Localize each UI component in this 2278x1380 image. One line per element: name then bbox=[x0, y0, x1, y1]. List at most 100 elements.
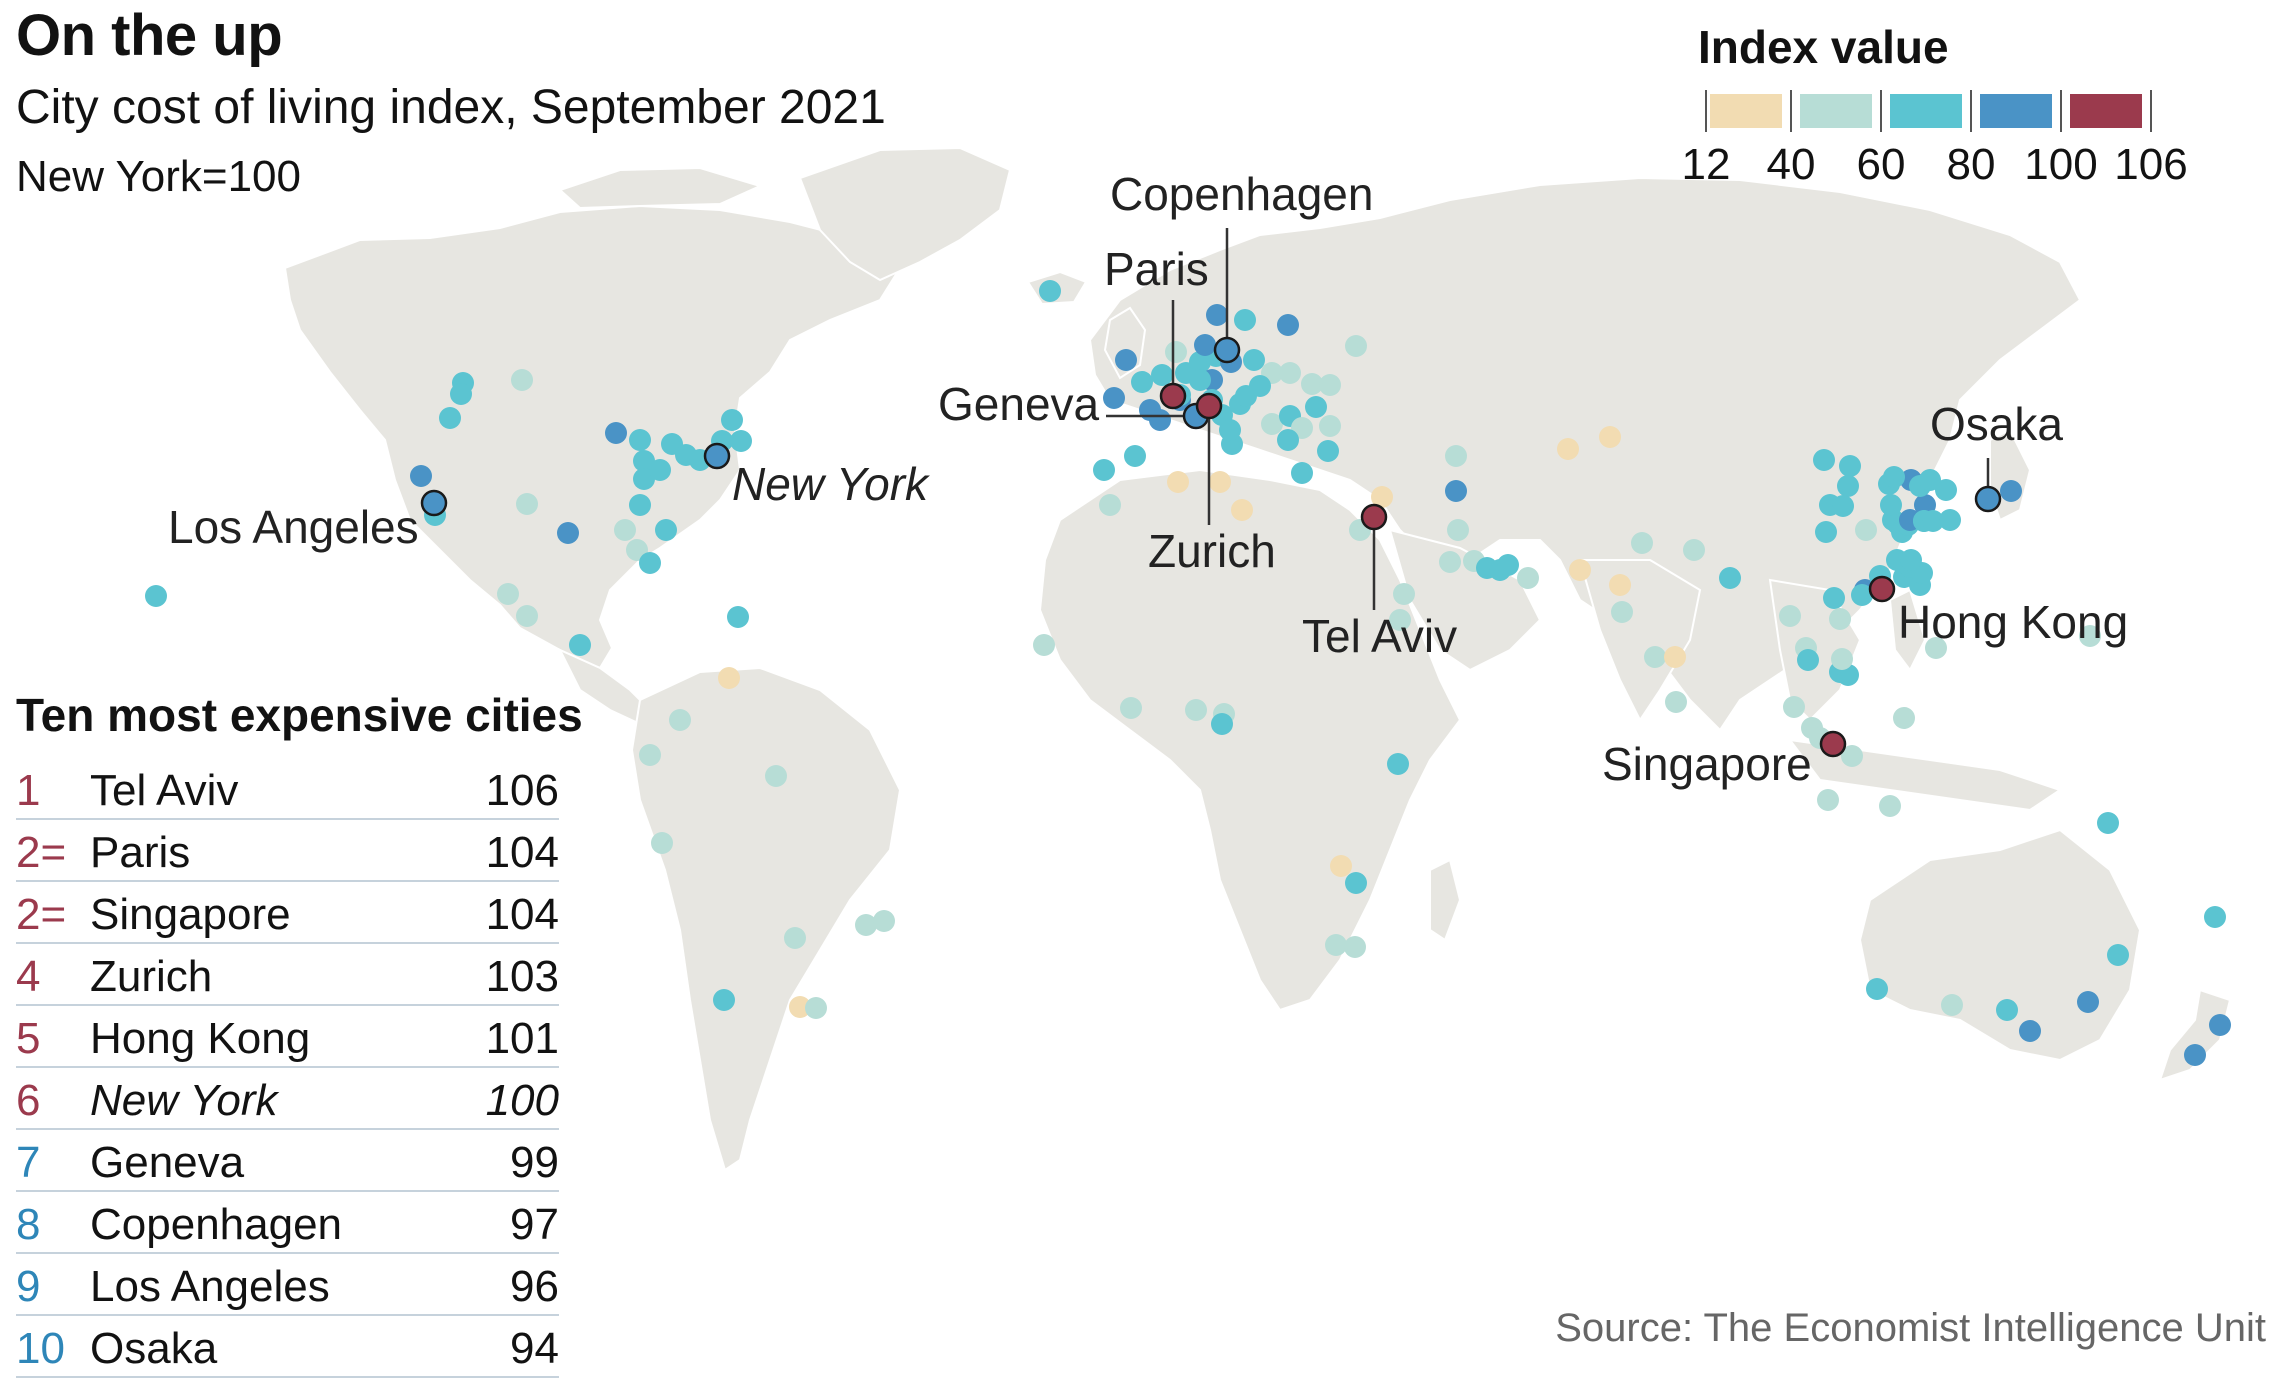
city-dot bbox=[1231, 499, 1253, 521]
label-geneva: Geneva bbox=[938, 378, 1100, 430]
row-city: Osaka bbox=[90, 1324, 218, 1373]
city-dot bbox=[2000, 480, 2022, 502]
city-dot bbox=[1115, 349, 1137, 371]
row-value: 96 bbox=[510, 1262, 559, 1311]
city-dot bbox=[629, 429, 651, 451]
city-dot bbox=[1925, 637, 1947, 659]
unit-note: New York=100 bbox=[16, 152, 301, 201]
highlighted-city-dot bbox=[703, 442, 731, 470]
city-dot bbox=[516, 605, 538, 627]
legend-tick-label: 106 bbox=[2114, 140, 2188, 189]
city-dot bbox=[1325, 934, 1347, 956]
table-row: 2= Paris 104 bbox=[16, 822, 559, 882]
highlighted-city-dot bbox=[1213, 336, 1241, 364]
city-dot bbox=[1103, 387, 1125, 409]
city-dot bbox=[1939, 509, 1961, 531]
city-dot bbox=[1185, 699, 1207, 721]
highlighted-city-dot bbox=[1819, 730, 1847, 758]
city-dot bbox=[1611, 601, 1633, 623]
city-dot bbox=[516, 493, 538, 515]
city-dot bbox=[649, 459, 671, 481]
city-dot bbox=[639, 552, 661, 574]
city-dot bbox=[1219, 419, 1241, 441]
city-dot bbox=[639, 744, 661, 766]
city-dot bbox=[1243, 349, 1265, 371]
source-note: Source: The Economist Intelligence Unit bbox=[1555, 1306, 2266, 1350]
city-dot bbox=[439, 407, 461, 429]
city-dot bbox=[713, 989, 735, 1011]
city-dot bbox=[1345, 335, 1367, 357]
philippines bbox=[1888, 588, 1927, 672]
row-rank: 7 bbox=[16, 1138, 41, 1187]
row-city: New York bbox=[90, 1076, 278, 1125]
label-osaka: Osaka bbox=[1930, 398, 2063, 450]
city-dot bbox=[2184, 1044, 2206, 1066]
madagascar bbox=[1429, 858, 1462, 942]
table-row: 1 Tel Aviv 106 bbox=[16, 760, 559, 820]
row-value: 94 bbox=[510, 1324, 559, 1373]
city-dot bbox=[1167, 471, 1189, 493]
city-dot bbox=[1277, 314, 1299, 336]
city-dot bbox=[1189, 369, 1211, 391]
city-dot bbox=[1879, 795, 1901, 817]
row-value: 106 bbox=[485, 766, 559, 815]
row-value: 104 bbox=[485, 890, 559, 939]
row-value: 101 bbox=[485, 1014, 559, 1063]
city-dot bbox=[1779, 605, 1801, 627]
city-dot bbox=[1880, 494, 1902, 516]
table-row: 5 Hong Kong 101 bbox=[16, 1008, 559, 1068]
legend-swatch bbox=[1980, 94, 2052, 128]
city-dot bbox=[651, 832, 673, 854]
highlighted-city-dot bbox=[420, 489, 448, 517]
row-city: Paris bbox=[90, 828, 191, 877]
city-dot bbox=[1194, 334, 1216, 356]
city-dot bbox=[557, 522, 579, 544]
australia bbox=[1858, 828, 2142, 1062]
row-city: Tel Aviv bbox=[90, 766, 239, 815]
legend-tick-label: 12 bbox=[1681, 140, 1731, 189]
city-dot bbox=[633, 450, 655, 472]
legend-color-scale bbox=[1705, 90, 2152, 132]
row-rank: 5 bbox=[16, 1014, 41, 1063]
city-dot bbox=[1841, 745, 1863, 767]
legend-swatch bbox=[1710, 94, 1782, 128]
city-dot bbox=[605, 422, 627, 444]
legend-swatch bbox=[2070, 94, 2142, 128]
city-dot bbox=[1393, 583, 1415, 605]
city-dot bbox=[1124, 445, 1146, 467]
row-rank: 2= bbox=[16, 890, 67, 939]
city-dot bbox=[1922, 510, 1944, 532]
highlighted-city-dot bbox=[1195, 392, 1223, 420]
greenland bbox=[798, 146, 1012, 282]
city-dot bbox=[727, 606, 749, 628]
city-dot bbox=[2079, 625, 2101, 647]
city-dot bbox=[1291, 462, 1313, 484]
table-row: 9 Los Angeles 96 bbox=[16, 1256, 559, 1316]
city-dot bbox=[1099, 494, 1121, 516]
city-dot bbox=[1797, 649, 1819, 671]
city-dot bbox=[1719, 567, 1741, 589]
city-dot bbox=[1165, 341, 1187, 363]
city-dot bbox=[633, 468, 655, 490]
city-dot bbox=[2209, 1014, 2231, 1036]
row-rank: 1 bbox=[16, 766, 41, 815]
label-los-angeles: Los Angeles bbox=[168, 501, 419, 553]
city-dot bbox=[1855, 519, 1877, 541]
city-dot bbox=[1206, 304, 1228, 326]
city-dot bbox=[569, 634, 591, 656]
label-singapore: Singapore bbox=[1602, 738, 1812, 790]
chart-title: On the up bbox=[16, 3, 283, 68]
row-rank: 6 bbox=[16, 1076, 41, 1125]
city-dot bbox=[1631, 532, 1653, 554]
city-dot bbox=[784, 927, 806, 949]
city-dot bbox=[1839, 455, 1861, 477]
arctic-islands bbox=[558, 166, 763, 210]
city-dot bbox=[1439, 551, 1461, 573]
city-dot bbox=[1387, 753, 1409, 775]
city-dot bbox=[1497, 554, 1519, 576]
table-title: Ten most expensive cities bbox=[16, 689, 583, 741]
table-row: 10 Osaka 94 bbox=[16, 1318, 559, 1378]
row-value: 103 bbox=[485, 952, 559, 1001]
city-dot bbox=[1279, 362, 1301, 384]
row-value: 104 bbox=[485, 828, 559, 877]
